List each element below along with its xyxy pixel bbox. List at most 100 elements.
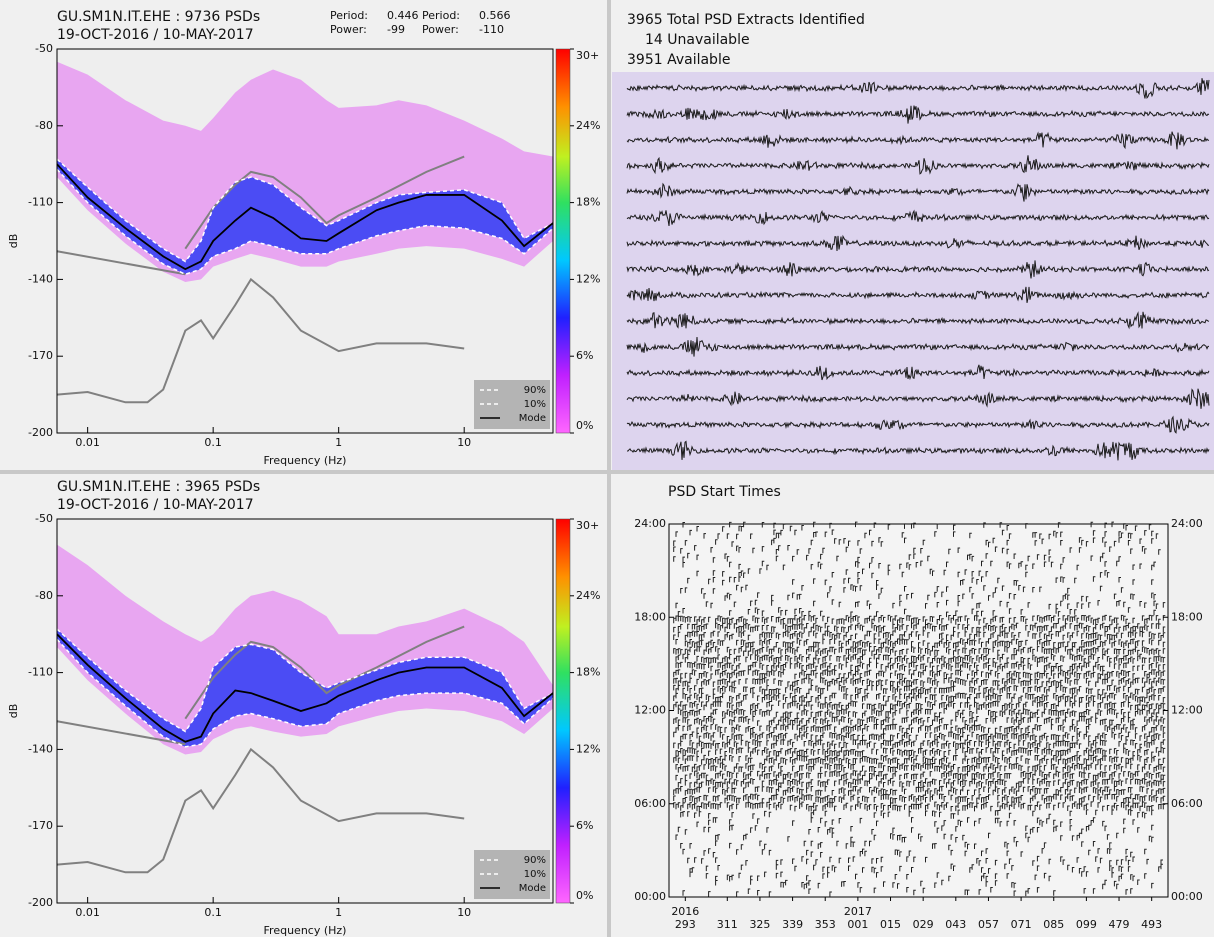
psd-start-marks [927, 555, 930, 810]
psd-start-marks [1146, 618, 1149, 865]
x-tick-label: 099 [1076, 918, 1097, 931]
legend-label: 10% [524, 399, 546, 410]
psd-start-marks [976, 579, 979, 864]
psd-start-marks [759, 568, 762, 847]
psd-start-marks [785, 609, 788, 886]
y-tick-label: 18:00 [634, 610, 666, 623]
psd-core-band [57, 159, 553, 275]
psd-start-marks [1062, 557, 1066, 865]
psd-start-marks [1081, 539, 1084, 877]
psd-start-marks [990, 560, 993, 893]
colorbar-label: 30+ [576, 49, 599, 62]
psd-start-marks [939, 615, 942, 818]
x-tick-label: 085 [1043, 918, 1064, 931]
psd-start-marks [1071, 616, 1075, 873]
readout-label: Period: [422, 9, 460, 22]
psd-start-marks [941, 591, 944, 886]
percentile-line [56, 633, 554, 743]
psd-start-marks [1132, 564, 1135, 882]
psd-start-marks [689, 529, 692, 878]
psd-start-marks [1060, 531, 1063, 862]
psd-start-marks [892, 602, 895, 888]
psd-start-marks [1008, 533, 1012, 864]
x-tick-label: 493 [1141, 918, 1162, 931]
colorbar [555, 518, 571, 904]
psd-start-marks [794, 529, 797, 872]
psd-start-marks [934, 531, 937, 888]
year-label: 2016 [671, 905, 699, 918]
psd-start-marks [810, 539, 814, 857]
y-tick-label: -110 [28, 666, 53, 679]
psd-start-marks [743, 521, 746, 841]
psd-start-marks [994, 546, 998, 886]
psd-start-marks [815, 531, 818, 865]
colorbar-label: 6% [576, 819, 593, 832]
colorbar [555, 48, 571, 434]
readout-label: Power: [330, 23, 367, 36]
y-tick-label: -170 [28, 349, 53, 362]
psd-start-marks [845, 546, 849, 849]
psd-start-marks [684, 540, 688, 835]
psd-start-marks [761, 522, 765, 855]
x-tick-label: 10 [457, 906, 471, 919]
year-label: 2017 [844, 905, 872, 918]
chart-title: PSD Start Times [668, 484, 781, 500]
legend-label: 90% [524, 855, 546, 866]
psd-start-marks [740, 526, 744, 871]
psd-start-marks [817, 561, 821, 889]
psd-start-marks [943, 569, 947, 840]
psd-start-marks [1076, 564, 1080, 863]
y-axis-label: dB [7, 704, 20, 719]
waveform-trace [626, 388, 1210, 409]
psd-start-marks [1078, 537, 1082, 874]
psd-start-marks [719, 616, 723, 808]
legend-label: 10% [524, 869, 546, 880]
psd-start-marks [1130, 533, 1133, 894]
psd-start-marks [904, 523, 907, 843]
y-tick-label: -200 [28, 896, 53, 909]
readout-value: 0.566 [479, 9, 511, 22]
psd-start-marks [1155, 533, 1159, 803]
psd-envelope [57, 61, 553, 282]
x-tick-label: 0.1 [204, 906, 222, 919]
psd-start-marks [852, 585, 856, 862]
psd-start-marks [789, 525, 793, 811]
psd-start-marks [1067, 587, 1070, 871]
y-tick-label: 00:00 [1171, 890, 1203, 903]
psd-start-marks [1099, 556, 1103, 864]
y-tick-label: 06:00 [1171, 797, 1203, 810]
psd-start-marks [932, 570, 935, 849]
psd-start-marks [848, 540, 851, 871]
psd-start-marks [876, 580, 879, 878]
y-tick-label: -140 [28, 742, 53, 755]
plot-frame [56, 518, 554, 904]
psd-start-marks [824, 531, 828, 827]
psd-start-marks [1018, 562, 1021, 808]
psd-start-marks [1088, 602, 1091, 856]
y-tick-label: -140 [28, 272, 53, 285]
psd-start-marks [983, 522, 986, 879]
psd-start-marks [1153, 561, 1156, 801]
y-tick-label: 12:00 [634, 704, 666, 717]
psd-start-marks [1050, 561, 1054, 802]
waveform-trace [626, 260, 1210, 279]
psd-start-marks [1104, 522, 1107, 886]
psd-start-marks [829, 522, 832, 897]
x-tick-label: 1 [335, 436, 342, 449]
psd-start-marks [843, 538, 846, 887]
psd-start-marks [764, 618, 767, 878]
psd-start-marks [908, 554, 912, 856]
psd-start-marks [1015, 580, 1019, 847]
y-tick-label: -170 [28, 819, 53, 832]
psd-start-marks [1151, 530, 1154, 889]
psd-start-marks [1125, 525, 1128, 895]
psd-start-marks [1120, 532, 1124, 880]
colorbar-label: 12% [576, 742, 600, 755]
waveform-trace [626, 234, 1209, 252]
psd-start-marks [750, 533, 753, 885]
psd-start-marks [915, 562, 919, 810]
psd-start-marks [1036, 554, 1040, 893]
psd-start-marks [745, 584, 748, 866]
psd-start-marks [771, 539, 774, 801]
